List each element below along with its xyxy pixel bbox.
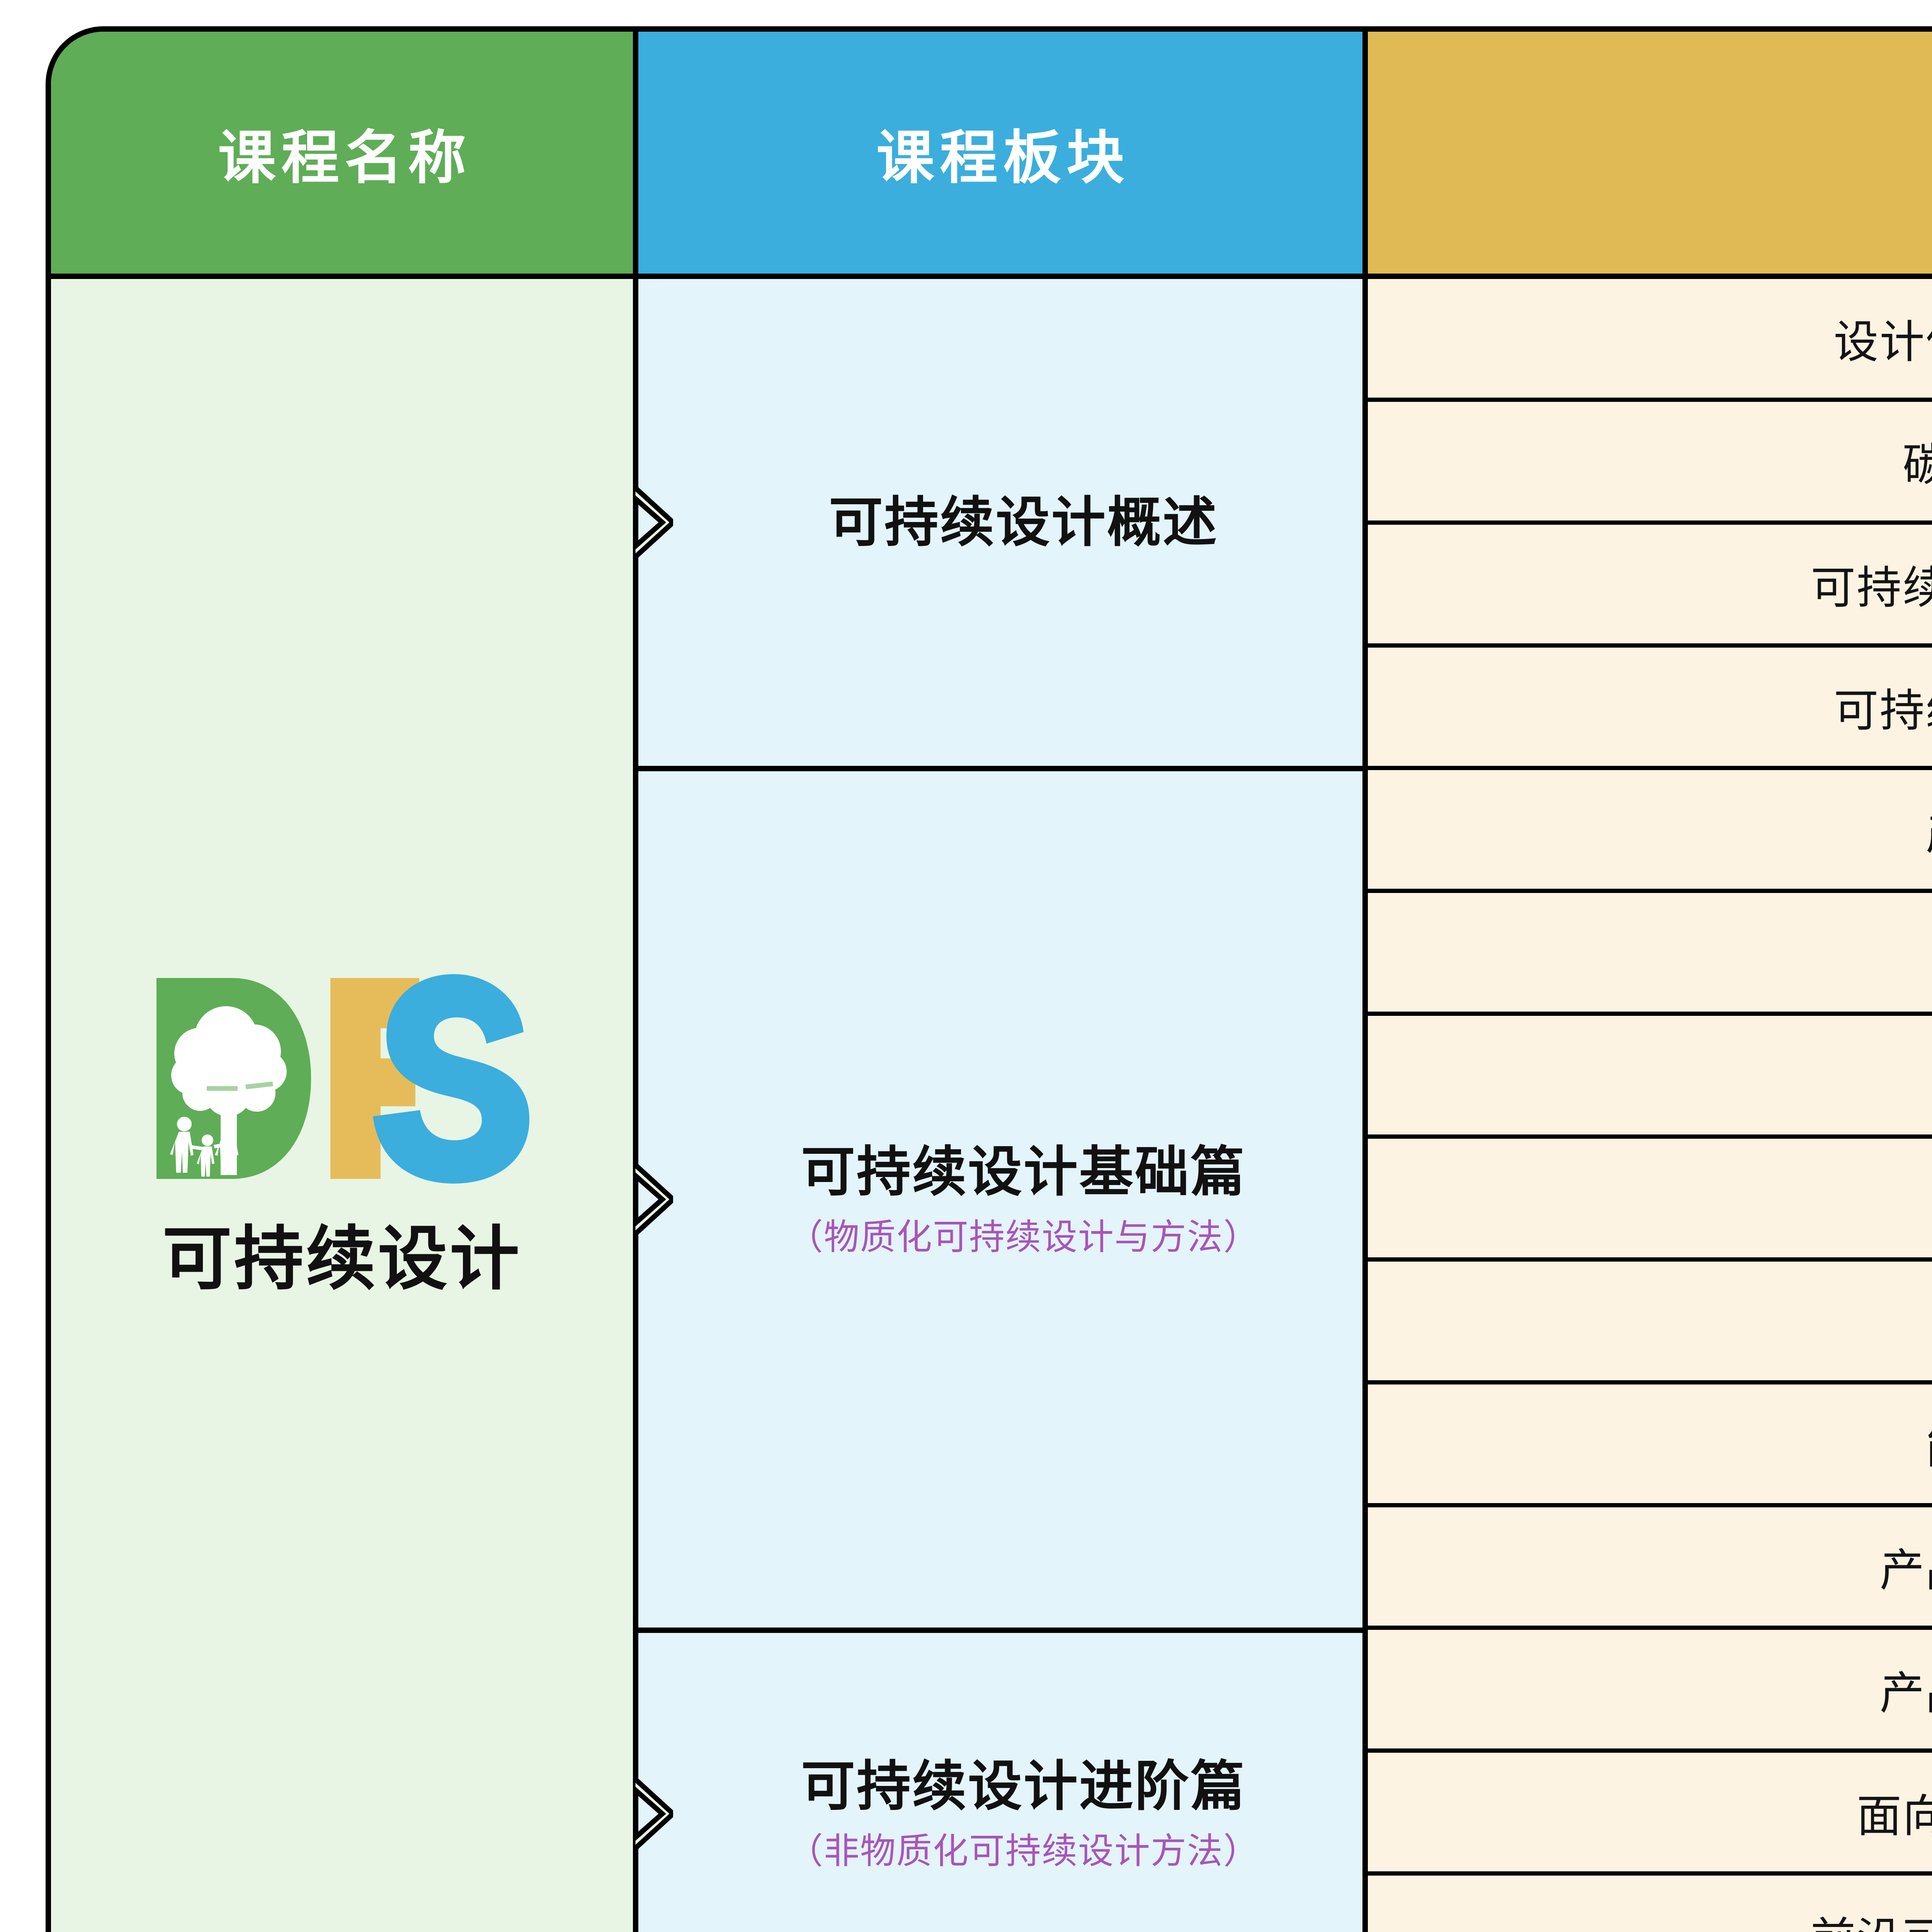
dfs-logo-svg: [156, 974, 529, 1184]
course-module-column: 可持续设计概述 可持续设计基础篇 （物质化可持续设计与方法） 可持续设计进阶篇 …: [633, 279, 1368, 1932]
content-row[interactable]: 产品生命周期评价: [1368, 1503, 1932, 1626]
module-subtitle: （物质化可持续设计与方法）: [787, 1217, 1260, 1257]
module-title: 可持续设计基础篇: [801, 1141, 1246, 1202]
course-name-label: 可持续设计: [162, 1220, 522, 1298]
module-cell-advanced[interactable]: 可持续设计进阶篇 （非物质化可持续设计方法）: [633, 1628, 1362, 1932]
content-row[interactable]: 再利用设计: [1368, 889, 1932, 1012]
module-title: 可持续设计进阶篇: [801, 1755, 1246, 1816]
tree-icon: [171, 1006, 287, 1175]
content-row[interactable]: 可持续设计的历史演进: [1368, 643, 1932, 766]
module-cell-basic[interactable]: 可持续设计基础篇 （物质化可持续设计与方法）: [633, 766, 1362, 1628]
module-title: 可持续设计概述: [828, 492, 1218, 553]
family-silhouette-icon: [170, 1117, 238, 1177]
logo-letter-s-group: [373, 974, 529, 1184]
course-outline-table: 课程名称 课程板块 课程内容: [46, 26, 1932, 1932]
content-row[interactable]: 面向社会公平的设计: [1368, 1748, 1932, 1871]
content-row[interactable]: 可持续发展与可持续设计: [1368, 520, 1932, 643]
table-header-row: 课程名称 课程板块 课程内容: [51, 32, 1932, 279]
content-row[interactable]: 设计伦理与设计师责任: [1833, 317, 1932, 367]
course-content-column: 设计伦理与设计师责任 碳达峰与碳中和 可持续发展与可持续设计 可持续设计的历史演…: [1368, 279, 1932, 1932]
content-row[interactable]: 模块化设计: [1368, 1257, 1932, 1380]
dfs-logo: [149, 970, 535, 1187]
chevron-right-icon: [633, 1777, 673, 1850]
course-name-cell: 可持续设计: [51, 279, 638, 1932]
content-row[interactable]: 产品服务系统设计: [1368, 1626, 1932, 1748]
content-row[interactable]: 折叠设计: [1368, 1134, 1932, 1257]
logo-letter-d-group: [156, 978, 311, 1179]
content-row[interactable]: 前沿可持续设计综合案例: [1368, 1871, 1932, 1932]
header-course-content: 课程内容: [1368, 32, 1932, 274]
module-cell-overview[interactable]: 可持续设计概述: [633, 279, 1362, 766]
chevron-right-icon: [633, 486, 673, 559]
header-course-module: 课程板块: [638, 32, 1368, 274]
content-row[interactable]: 能源转化设计: [1368, 1380, 1932, 1503]
tree-branch-detail: [207, 1082, 273, 1091]
content-row[interactable]: 产品生命周期: [1368, 766, 1932, 889]
content-row[interactable]: 碳达峰与碳中和: [1368, 397, 1932, 520]
module-subtitle: （非物质化可持续设计方法）: [787, 1832, 1260, 1871]
chevron-right-icon: [633, 1163, 673, 1236]
table-body: 可持续设计 可持续设计概述 可持续设计基础篇 （物质化可持续设计与方法）: [51, 279, 1932, 1932]
content-row[interactable]: 可拆卸设计: [1368, 1012, 1932, 1134]
header-course-name: 课程名称: [51, 32, 638, 274]
